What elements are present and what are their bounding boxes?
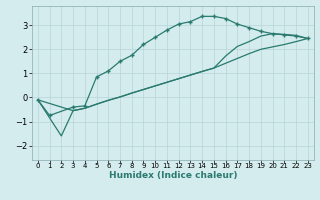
X-axis label: Humidex (Indice chaleur): Humidex (Indice chaleur) (108, 171, 237, 180)
